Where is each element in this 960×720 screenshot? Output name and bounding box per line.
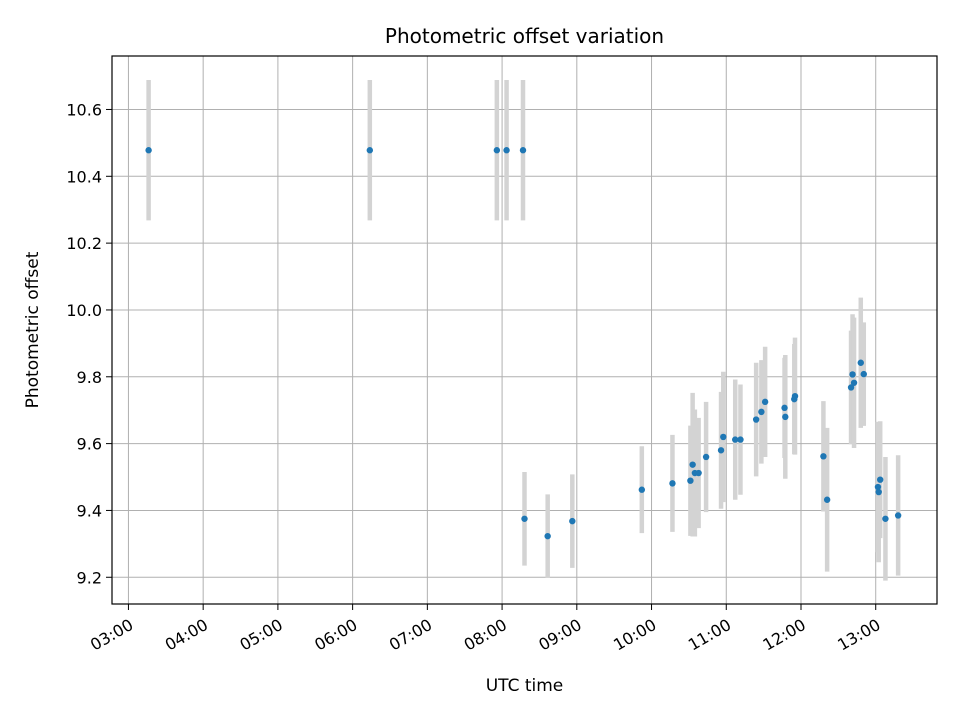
data-point: [752, 416, 760, 423]
data-point: [366, 147, 374, 154]
data-point: [669, 480, 676, 487]
data-point: [877, 476, 884, 483]
y-axis-label: Photometric offset: [23, 251, 43, 408]
y-tick-label: 10.0: [66, 301, 102, 320]
data-point: [894, 512, 902, 519]
data-point: [521, 515, 528, 522]
data-point: [687, 477, 694, 484]
plot-frame: [111, 55, 938, 605]
data-point: [493, 147, 501, 154]
data-point: [732, 436, 739, 443]
y-axis-ticks: 9.2 9.4 9.6 9.8 10.0 10.2 10.4 10.6: [66, 100, 112, 587]
data-point: [849, 371, 856, 378]
x-axis-label: UTC time: [486, 676, 564, 696]
data-point: [761, 398, 769, 406]
y-tick-label: 9.4: [77, 501, 102, 520]
data-point: [857, 359, 864, 366]
data-point: [544, 532, 551, 540]
data-point: [503, 147, 510, 154]
y-tick-label: 9.8: [77, 368, 102, 387]
data-point: [695, 469, 702, 477]
data-point: [791, 392, 799, 400]
data-point: [569, 517, 576, 525]
data-point: [781, 404, 788, 412]
chart-title: Photometric offset variation: [385, 24, 664, 48]
y-tick-label: 10.4: [66, 167, 102, 186]
data-point: [882, 515, 889, 522]
y-tick-label: 10.2: [66, 234, 102, 253]
data-point: [720, 433, 727, 441]
y-tick-label: 10.6: [66, 100, 102, 119]
y-tick-label: 9.2: [77, 568, 102, 587]
data-point: [847, 384, 855, 391]
data-point: [823, 496, 831, 503]
data-point: [782, 413, 789, 421]
data-point: [638, 486, 646, 493]
data-point: [737, 436, 744, 443]
data-point: [717, 447, 725, 454]
data-point: [145, 147, 152, 154]
data-point: [874, 483, 882, 491]
data-point: [875, 488, 882, 496]
data-point: [689, 461, 696, 468]
data-points: [145, 147, 902, 540]
data-point: [702, 453, 710, 461]
y-tick-label: 9.6: [77, 435, 102, 454]
data-point: [850, 379, 858, 386]
data-point: [758, 408, 765, 416]
data-point: [860, 370, 867, 378]
data-point: [519, 147, 527, 154]
data-point: [820, 453, 827, 460]
